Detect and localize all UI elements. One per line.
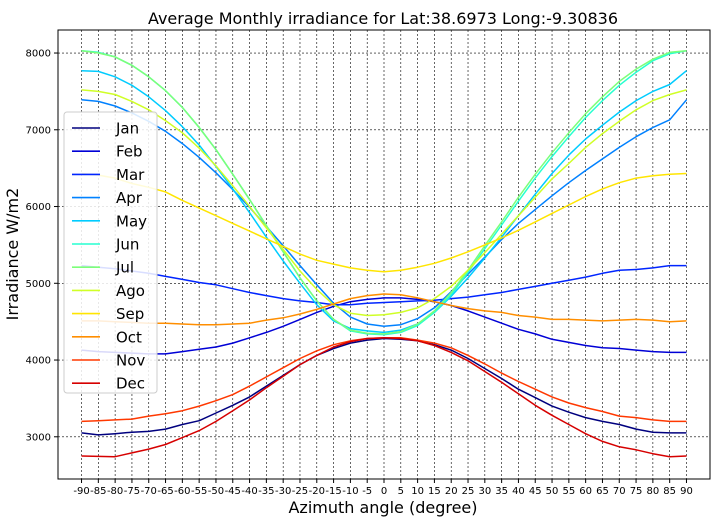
x-axis-label: Azimuth angle (degree) — [288, 498, 477, 517]
x-tick-label: -70 — [141, 486, 157, 497]
x-tick-label: -5 — [362, 486, 372, 497]
x-axis-ticks: -90 -85 -80 -75 -70 -65 -60 -55 -50 -45 -40 -35 -30-… — [73, 479, 693, 497]
x-tick-label: 60 — [579, 486, 592, 497]
x-tick-label: 0 — [381, 486, 387, 497]
legend-label: Jan — [115, 120, 139, 138]
chart-title: Average Monthly irradiance for Lat:38.69… — [148, 9, 618, 28]
x-tick-label: 80 — [646, 486, 659, 497]
x-tick-label: 75 — [630, 486, 643, 497]
legend-label: May — [116, 212, 147, 230]
x-tick-label: 30 — [478, 486, 491, 497]
series-line-jul — [81, 49, 687, 335]
series-line-ago — [81, 89, 687, 317]
x-tick-label: -25 — [292, 486, 308, 497]
x-tick-label: -10 — [342, 486, 358, 497]
legend-label: Oct — [116, 328, 142, 346]
series-line-mar — [81, 264, 687, 306]
x-tick-label: -90 — [73, 486, 89, 497]
x-tick-label: -80 — [107, 486, 123, 497]
legend-label: Feb — [116, 143, 143, 161]
x-tick-label: -65 — [157, 486, 173, 497]
series-line-oct — [81, 293, 687, 326]
x-tick-label: 20 — [445, 486, 458, 497]
legend-box — [63, 111, 158, 394]
series-line-sep — [81, 172, 687, 273]
x-tick-label: -20 — [309, 486, 325, 497]
x-tick-label: 5 — [398, 486, 404, 497]
series-line-feb — [81, 297, 687, 355]
y-tick-label: 5000 — [26, 279, 51, 290]
y-tick-label: 4000 — [26, 356, 51, 367]
x-tick-label: 45 — [529, 486, 542, 497]
legend-label: Nov — [116, 352, 145, 370]
legend-label: Sep — [116, 305, 144, 323]
legend-label: Dec — [116, 375, 145, 393]
x-tick-label: 35 — [495, 486, 508, 497]
x-tick-label: 65 — [596, 486, 609, 497]
x-tick-label: 25 — [462, 486, 475, 497]
x-tick-label: -75 — [124, 486, 140, 497]
x-tick-label: -35 — [258, 486, 274, 497]
x-tick-label: -40 — [241, 486, 257, 497]
x-tick-label: 85 — [663, 486, 676, 497]
series-line-may — [81, 69, 687, 334]
x-tick-label: 55 — [562, 486, 575, 497]
series-line-apr — [81, 99, 688, 328]
x-tick-label: 90 — [680, 486, 693, 497]
y-axis-label: Irradiance W/m2 — [3, 188, 22, 321]
legend: Jan Feb Mar Apr May Jun Jul Ago Sep Oct Nov Dec — [63, 111, 158, 394]
x-tick-label: 40 — [512, 486, 525, 497]
series-line-dec — [81, 337, 687, 458]
x-tick-label: -45 — [225, 486, 241, 497]
x-tick-label: -85 — [90, 486, 106, 497]
x-tick-label: -15 — [325, 486, 341, 497]
y-tick-label: 3000 — [26, 432, 51, 443]
legend-label: Jun — [115, 236, 139, 254]
legend-label: Ago — [116, 282, 145, 300]
x-tick-label: -55 — [191, 486, 207, 497]
x-tick-label: 10 — [411, 486, 424, 497]
y-tick-label: 6000 — [26, 202, 51, 213]
grid — [58, 30, 710, 479]
series-group — [81, 49, 688, 458]
y-tick-label: 7000 — [26, 125, 51, 136]
legend-label: Jul — [115, 259, 134, 277]
legend-label: Apr — [116, 189, 143, 207]
x-tick-label: -30 — [275, 486, 291, 497]
y-tick-label: 8000 — [26, 49, 51, 60]
x-tick-label: -50 — [208, 486, 224, 497]
legend-label: Mar — [116, 166, 145, 184]
x-tick-label: -60 — [174, 486, 190, 497]
y-axis-ticks: 3000 4000 5000 6000 7000 8000 — [26, 49, 58, 443]
x-tick-label: 50 — [546, 486, 559, 497]
x-tick-label: 15 — [428, 486, 441, 497]
x-tick-label: 70 — [613, 486, 626, 497]
